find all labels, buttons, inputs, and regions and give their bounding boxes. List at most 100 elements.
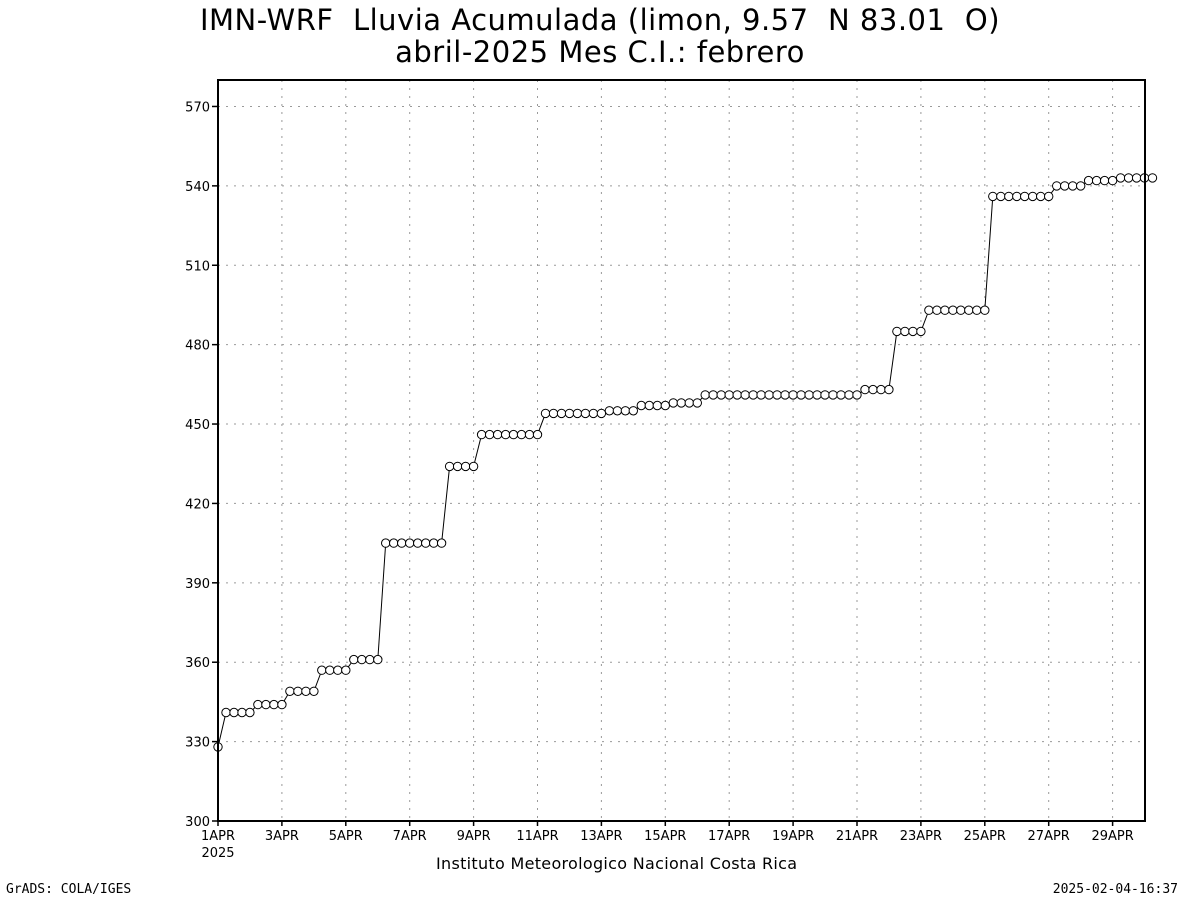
data-point <box>1115 173 1126 183</box>
data-point <box>772 390 782 400</box>
data-point <box>724 390 734 400</box>
data-point <box>580 408 591 419</box>
y-tick-label: 360 <box>185 656 210 671</box>
data-point <box>836 390 846 400</box>
plot-frame <box>217 79 1146 822</box>
data-point <box>628 406 638 416</box>
data-point <box>572 408 583 419</box>
data-point <box>660 400 670 411</box>
data-point <box>820 390 830 400</box>
data-point <box>596 408 607 419</box>
data-point <box>548 408 559 419</box>
data-point <box>500 429 511 440</box>
data-point <box>876 384 886 395</box>
data-point <box>1044 191 1054 202</box>
data-point <box>229 707 239 718</box>
y-tick-label: 570 <box>185 100 210 115</box>
data-point <box>956 305 966 315</box>
data-point <box>325 665 335 675</box>
data-point <box>644 400 654 411</box>
data-point <box>277 699 287 710</box>
data-point <box>788 390 798 400</box>
data-point <box>612 406 623 416</box>
data-point <box>444 461 455 472</box>
x-tick-label: 5APR <box>329 829 363 844</box>
x-year-label: 2025 <box>201 846 234 861</box>
x-tick-label: 25APR <box>964 829 1006 844</box>
data-point <box>796 390 806 400</box>
x-tick-label: 1APR <box>201 829 235 844</box>
data-point <box>508 429 519 440</box>
data-point <box>421 538 431 548</box>
data-point <box>684 398 694 408</box>
data-point <box>1131 173 1142 183</box>
data-point <box>556 408 567 419</box>
data-point <box>668 398 678 408</box>
data-point <box>932 305 942 315</box>
chart-title: IMN-WRF Lluvia Acumulada (limon, 9.57 N … <box>199 3 1001 37</box>
x-tick-label: 7APR <box>393 829 427 844</box>
data-point <box>892 326 902 337</box>
data-point <box>452 461 463 472</box>
data-point <box>516 429 527 440</box>
data-point <box>764 390 774 400</box>
data-point <box>1123 173 1134 183</box>
x-tick-label: 21APR <box>836 829 878 844</box>
data-point <box>492 429 503 440</box>
data-point <box>309 686 319 696</box>
data-point <box>908 326 918 337</box>
data-point <box>884 384 894 395</box>
data-point <box>405 538 415 548</box>
data-point <box>245 707 255 718</box>
data-point <box>1107 175 1118 186</box>
data-point <box>948 305 958 315</box>
data-point <box>636 400 646 411</box>
x-tick-label: 17APR <box>708 829 750 844</box>
y-axis-ticks: 300 330 360 390 420 450 480 510 540 570 <box>185 100 218 830</box>
data-point <box>604 406 615 416</box>
data-point <box>1076 181 1086 191</box>
data-point <box>972 305 982 315</box>
data-point <box>269 699 279 710</box>
data-point <box>804 390 814 400</box>
y-tick-label: 390 <box>185 577 210 592</box>
data-point <box>524 429 535 440</box>
data-point <box>652 400 662 411</box>
y-tick-label: 450 <box>185 418 210 433</box>
x-tick-label: 13APR <box>580 829 622 844</box>
data-point <box>716 390 726 400</box>
data-point <box>708 390 718 400</box>
data-point <box>1028 191 1038 202</box>
data-point <box>317 665 327 675</box>
data-point <box>676 398 686 408</box>
data-point <box>852 390 862 400</box>
data-point <box>940 305 950 315</box>
institution-label: Instituto Meteorologico Nacional Costa R… <box>436 854 798 873</box>
data-point <box>988 191 998 202</box>
chart-subtitle: abril-2025 Mes C.I.: febrero <box>395 35 805 69</box>
x-tick-label: 23APR <box>900 829 942 844</box>
data-point <box>860 384 870 395</box>
data-point <box>1052 181 1062 191</box>
data-point <box>221 707 231 718</box>
data-point <box>540 408 551 419</box>
data-point <box>996 191 1006 202</box>
data-point <box>333 665 343 675</box>
data-point <box>365 654 375 665</box>
data-point <box>261 699 271 710</box>
data-point <box>564 408 575 419</box>
data-point <box>237 707 247 718</box>
data-point <box>964 305 974 315</box>
y-tick-label: 540 <box>185 180 210 195</box>
data-point <box>285 686 295 696</box>
data-point <box>748 390 758 400</box>
data-point <box>293 686 303 696</box>
data-point <box>476 429 487 440</box>
x-tick-label: 9APR <box>457 829 491 844</box>
data-point <box>620 406 631 416</box>
x-tick-label: 11APR <box>516 829 558 844</box>
data-point <box>916 326 926 337</box>
y-tick-label: 510 <box>185 259 210 274</box>
data-point <box>349 654 359 665</box>
